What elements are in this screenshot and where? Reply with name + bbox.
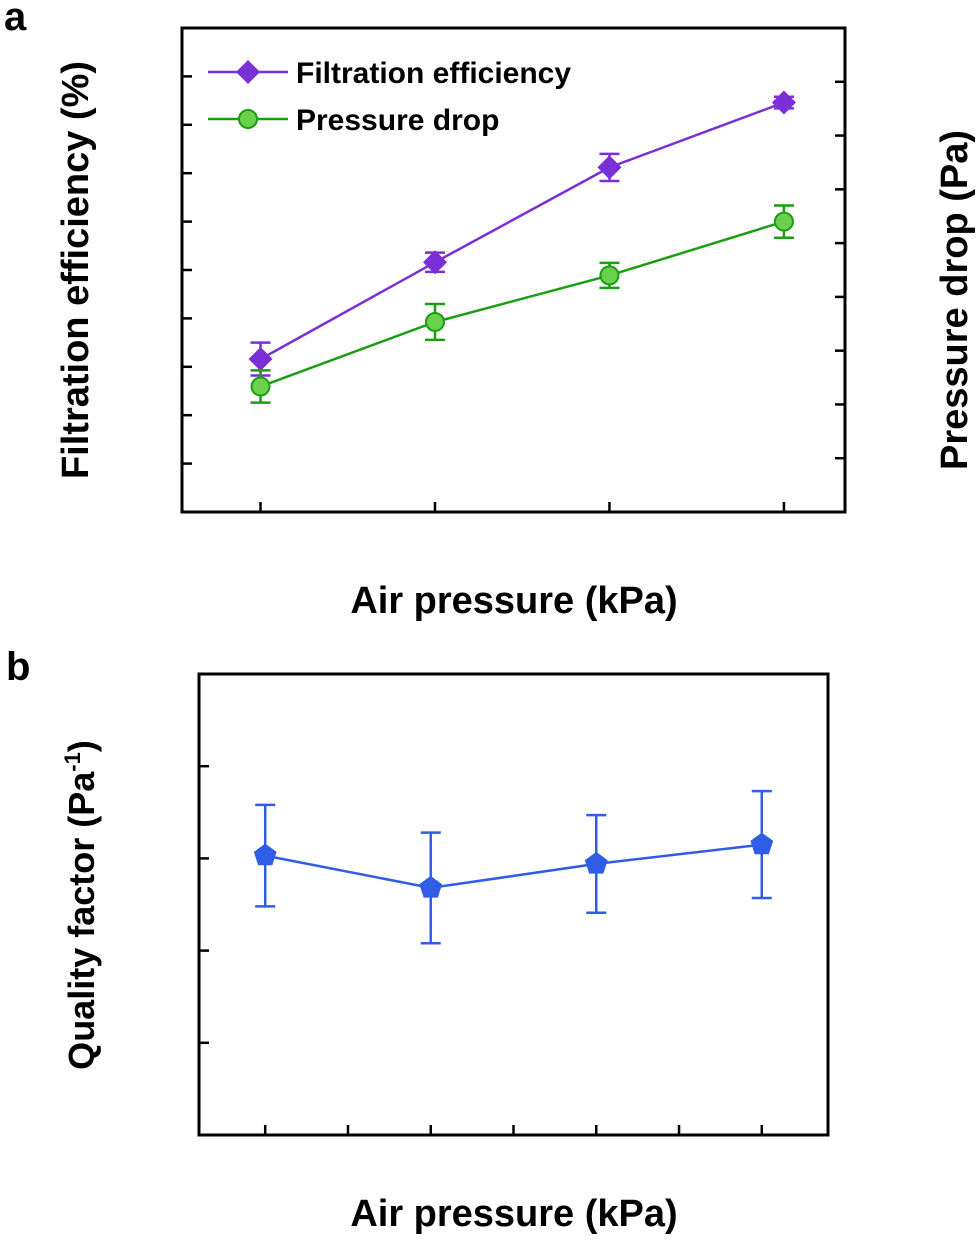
data-point-quality-factor <box>419 875 443 898</box>
legend-label-pressure-drop: Pressure drop <box>296 104 499 137</box>
panel-a-label: a <box>4 0 27 39</box>
panel-b-series <box>253 789 774 945</box>
series-line-pressure-drop <box>260 220 785 388</box>
panel-a-left-axis-label: Filtration efficiency (%) <box>55 61 97 479</box>
legend-label-filtration-efficiency: Filtration efficiency <box>296 57 571 90</box>
data-point-quality-factor <box>253 843 277 866</box>
data-point-efficiency <box>248 347 273 372</box>
data-point-quality-factor <box>750 832 774 855</box>
panel-a-right-axis-label: Pressure drop (Pa) <box>934 130 976 470</box>
panel-b-plot-frame <box>197 672 830 1137</box>
panel-a-ticks <box>182 26 845 514</box>
panel-a-legend: Filtration efficiency Pressure drop <box>208 57 571 137</box>
data-point-pressure-drop <box>773 211 794 232</box>
panel-b-y-axis-label: Quality factor (Pa-1) <box>60 740 102 1070</box>
panel-a-plot-frame <box>180 26 847 514</box>
data-point-efficiency <box>771 90 796 115</box>
panel-a-x-axis-label: Air pressure (kPa) <box>350 580 677 622</box>
data-point-quality-factor <box>584 851 608 874</box>
panel-b-y-axis-label-suffix: ) <box>61 740 102 752</box>
series-line-quality-factor <box>264 843 762 890</box>
data-point-efficiency <box>422 250 447 275</box>
data-point-pressure-drop <box>424 311 445 332</box>
panel-b-y-axis-label-sup: -1 <box>60 752 85 772</box>
data-point-pressure-drop <box>250 376 271 397</box>
series-line-efficiency <box>259 101 785 361</box>
panel-a-chart: a Filtration efficiency Pressure drop Ai… <box>4 0 976 622</box>
data-point-efficiency <box>597 155 622 180</box>
panel-b-x-axis-label: Air pressure (kPa) <box>350 1193 677 1235</box>
data-point-pressure-drop <box>599 265 620 286</box>
panel-b-label: b <box>6 645 30 689</box>
legend-marker-filtration-efficiency <box>236 60 260 84</box>
legend-marker-pressure-drop <box>238 109 258 129</box>
panel-b-chart: b Air pressure (kPa) Quality factor (Pa-… <box>6 645 830 1235</box>
panel-b-y-axis-label-main: Quality factor (Pa <box>61 771 102 1070</box>
panel-a-series <box>248 90 796 404</box>
panel-b-ticks <box>199 672 764 1137</box>
